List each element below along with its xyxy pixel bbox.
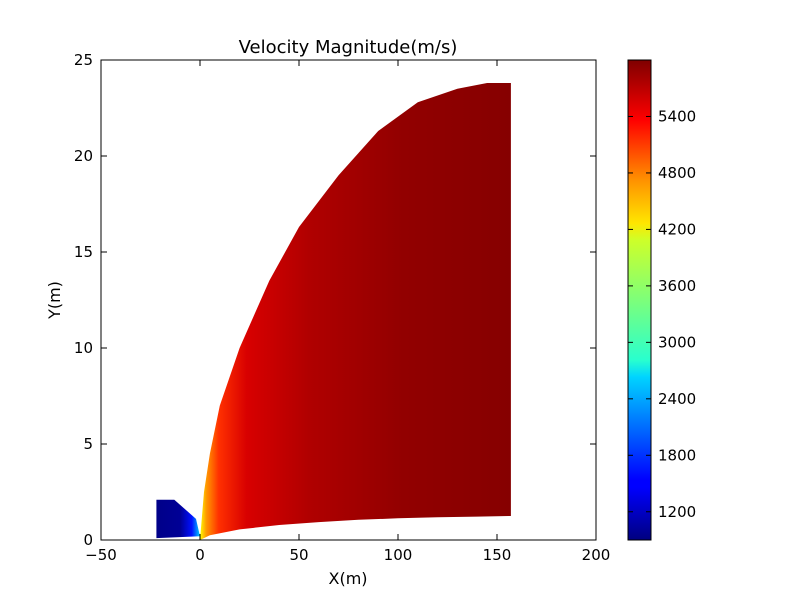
- colorbar-tick-label: 2400: [658, 390, 696, 408]
- y-tick-label: 5: [83, 435, 93, 453]
- y-tick-label: 10: [74, 339, 93, 357]
- x-tick-label: 150: [483, 546, 512, 564]
- colorbar-tick-label: 4200: [658, 220, 696, 238]
- inlet-region: [156, 499, 200, 539]
- colorbar-gradient: [627, 59, 652, 541]
- x-tick-label: 200: [582, 546, 611, 564]
- x-tick-label: 50: [289, 546, 308, 564]
- colorbar-ticks: 1200 1800 2400 3000 3600 4200 4800 5400: [628, 107, 696, 521]
- y-axis: 0 5 10 15 20 25: [74, 51, 596, 549]
- x-tick-label: 100: [384, 546, 413, 564]
- y-tick-label: 20: [74, 147, 93, 165]
- colorbar-tick-label: 1200: [658, 503, 696, 521]
- axes-frame: [100, 59, 597, 541]
- y-axis-label: Y(m): [45, 281, 64, 320]
- x-tick-label: 0: [195, 546, 205, 564]
- plume-region: [200, 83, 511, 540]
- y-tick-label: 0: [83, 531, 93, 549]
- colorbar-tick-label: 5400: [658, 107, 696, 125]
- chart-title: Velocity Magnitude(m/s): [239, 37, 458, 58]
- y-tick-label: 15: [74, 243, 93, 261]
- colorbar-tick-label: 3600: [658, 277, 696, 295]
- colorbar-tick-label: 1800: [658, 446, 696, 464]
- colorbar-tick-label: 4800: [658, 164, 696, 182]
- x-tick-label: −50: [85, 546, 117, 564]
- x-axis: −50 0 50 100 150 200: [85, 60, 610, 564]
- x-axis-label: X(m): [328, 569, 367, 588]
- colorbar-tick-label: 3000: [658, 333, 696, 351]
- colorbar: 1200 1800 2400 3000 3600 4200 4800 5400: [627, 59, 696, 541]
- y-tick-label: 25: [74, 51, 93, 69]
